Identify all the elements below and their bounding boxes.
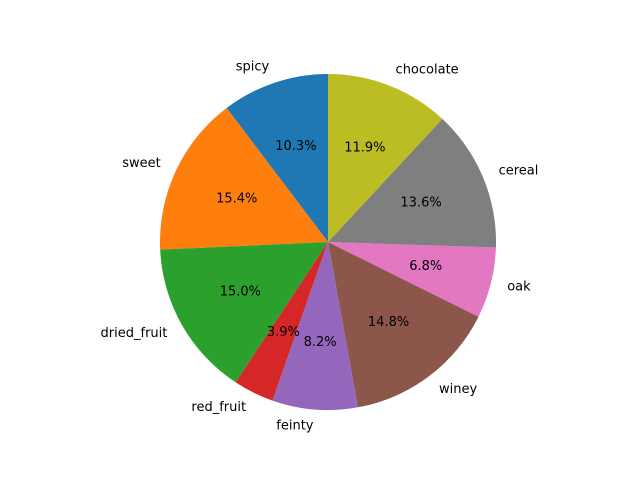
slice-label-cereal: cereal: [499, 163, 539, 178]
pie-slice-cereal: [328, 118, 496, 248]
pct-label-red-fruit: 3.9%: [267, 325, 300, 340]
slice-label-sweet: sweet: [122, 156, 161, 171]
slice-label-dried-fruit: dried_fruit: [101, 326, 168, 341]
pct-label-oak: 6.8%: [409, 259, 442, 274]
pct-label-spicy: 10.3%: [275, 139, 316, 154]
pie-slice-spicy: [226, 74, 328, 242]
slice-label-red-fruit: red_fruit: [191, 400, 246, 415]
pct-label-feinty: 8.2%: [304, 335, 337, 350]
pie-slice-sweet: [160, 108, 328, 250]
pie-slice-red-fruit: [235, 242, 328, 401]
slice-label-chocolate: chocolate: [396, 62, 459, 77]
pie-slice-dried-fruit: [160, 242, 328, 383]
slice-label-oak: oak: [507, 280, 531, 295]
pct-label-sweet: 15.4%: [216, 192, 257, 207]
pie-slice-chocolate: [328, 74, 443, 242]
slice-label-winey: winey: [439, 382, 477, 397]
slice-label-spicy: spicy: [236, 59, 270, 74]
pct-label-winey: 14.8%: [368, 315, 409, 330]
pie-slice-winey: [328, 242, 479, 408]
pct-label-cereal: 13.6%: [400, 196, 441, 211]
pie-labels: 10.3% spicy 15.4% sweet 15.0% dried_fruit 3.9%…: [101, 59, 539, 433]
pie-slices: [160, 74, 496, 411]
pct-label-chocolate: 11.9%: [344, 141, 385, 156]
slice-label-feinty: feinty: [276, 419, 314, 434]
pie-slice-oak: [328, 242, 496, 317]
pie-slice-feinty: [272, 242, 358, 411]
pct-label-dried-fruit: 15.0%: [220, 284, 261, 299]
